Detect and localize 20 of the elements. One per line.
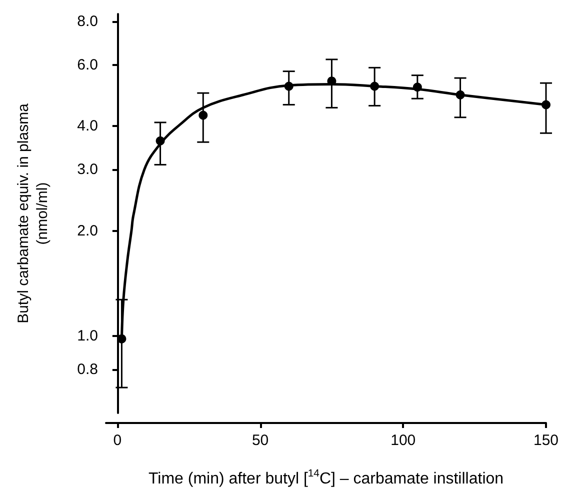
point	[156, 136, 165, 146]
point	[456, 90, 465, 100]
y-tick-label: 3.0	[77, 161, 98, 178]
x-tick-label: 150	[533, 432, 559, 449]
x-tick-label: 100	[390, 432, 416, 449]
y-tick-label: 1.0	[77, 327, 98, 344]
x-tick-label: 0	[113, 432, 122, 449]
y-tick-label: 0.8	[77, 361, 98, 378]
x-tick-label: 50	[252, 432, 269, 449]
y-tick-label: 2.0	[77, 222, 98, 240]
y-axis-title: Butyl carbamate equiv. in plasma (nmol/ml)	[15, 102, 51, 324]
y-tick-label: 4.0	[77, 118, 98, 135]
point	[370, 82, 380, 91]
y-tick-label: 6.0	[77, 56, 98, 74]
point	[198, 110, 208, 120]
point	[542, 100, 550, 110]
y-tick-label: 8.0	[77, 12, 98, 30]
point	[327, 76, 336, 86]
point	[412, 82, 422, 92]
point	[284, 82, 294, 91]
